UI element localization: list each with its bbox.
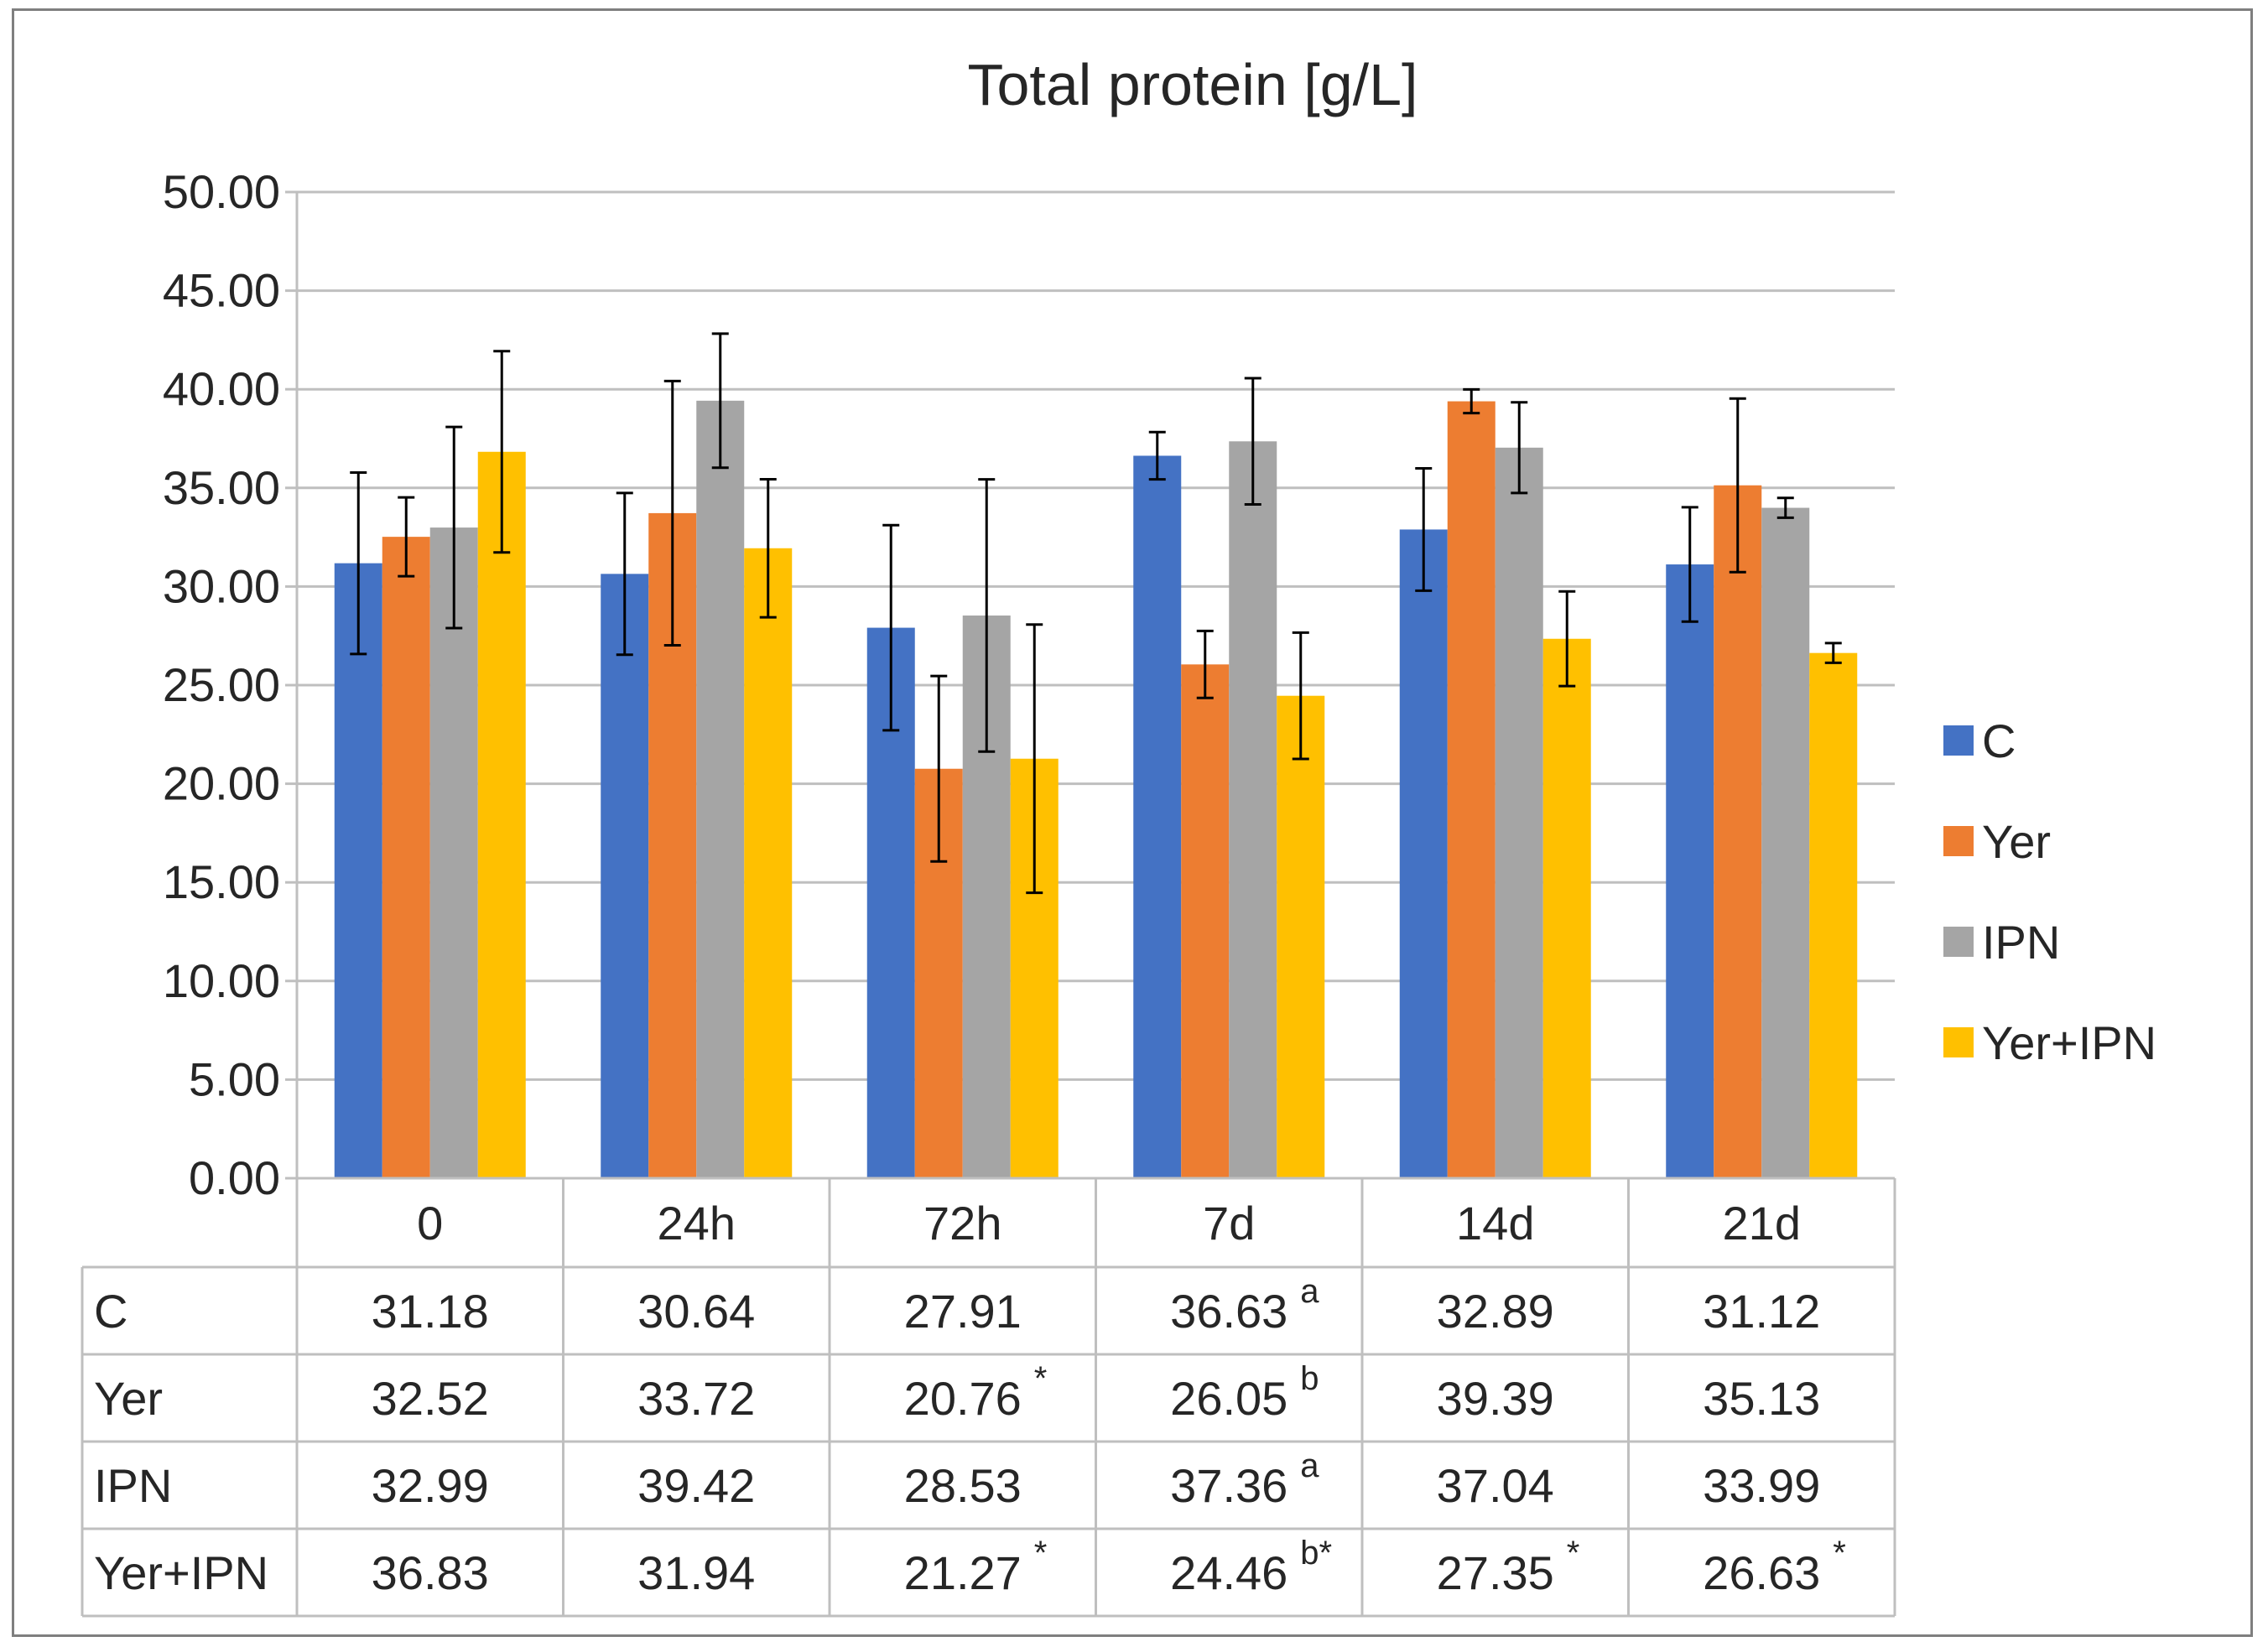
data-label: 32.89 (1437, 1285, 1554, 1338)
data-label: 39.39 (1437, 1372, 1554, 1425)
y-tick-label: 25.00 (163, 658, 280, 711)
data-label: 32.52 (372, 1372, 489, 1425)
legend-swatch-ipn (1943, 927, 1974, 957)
chart-frame: Total protein [g/L] 0.00 5.00 10.00 15.00 20… (12, 8, 2253, 1637)
category-label: 24h (658, 1197, 736, 1250)
category-label: 0 (417, 1197, 443, 1250)
data-label: 31.94 (637, 1546, 755, 1599)
data-label: 33.72 (637, 1372, 755, 1425)
data-label: 27.91 (904, 1285, 1022, 1338)
y-tick-label: 50.00 (163, 165, 280, 218)
bar-c-14d (1399, 529, 1448, 1178)
legend-label: C (1982, 714, 2016, 767)
data-label: 35.13 (1703, 1372, 1820, 1425)
data-label: 39.42 (637, 1459, 755, 1512)
category-label: 72h (923, 1197, 1001, 1250)
data-label: 26.05 (1170, 1372, 1287, 1425)
bar-yer-ipn-24h (744, 548, 793, 1178)
gridlines (285, 190, 1895, 1180)
data-label: 36.83 (372, 1546, 489, 1599)
legend-label: IPN (1982, 916, 2060, 969)
data-table: 0 24h 72h 7d 14d 21d C 31.18 30.64 27.91 36.63 a 32.… (81, 1177, 1896, 1618)
data-label: 31.12 (1703, 1285, 1820, 1338)
category-label: 7d (1203, 1197, 1255, 1250)
bar-ipn-7d (1229, 441, 1277, 1178)
y-tick-label: 35.00 (163, 461, 280, 514)
y-tick-label: 5.00 (189, 1052, 280, 1105)
legend-swatch-yer-ipn (1943, 1027, 1974, 1057)
y-axis-ticks: 0.00 5.00 10.00 15.00 20.00 25.00 30.00 35.00 40… (163, 165, 280, 1204)
significance-note: b (1300, 1360, 1319, 1397)
legend-swatch-c (1943, 725, 1974, 756)
row-label: C (94, 1285, 127, 1338)
bar-yer-ipn-0 (477, 451, 526, 1178)
bar-c-21d (1666, 564, 1714, 1178)
significance-note: * (1833, 1535, 1846, 1572)
bar-ipn-0 (429, 527, 478, 1178)
significance-note: * (1567, 1535, 1580, 1572)
bars (334, 400, 1858, 1178)
bar-c-7d (1133, 455, 1182, 1178)
legend-label: Yer+IPN (1982, 1016, 2156, 1069)
error-bars (350, 332, 1842, 895)
data-label: 20.76 (904, 1372, 1022, 1425)
y-tick-label: 15.00 (163, 855, 280, 908)
data-label: 24.46 (1170, 1546, 1287, 1599)
y-tick-label: 10.00 (163, 954, 280, 1007)
bar-yer-21d (1714, 485, 1762, 1178)
significance-note: a (1300, 1447, 1319, 1484)
significance-note: b* (1300, 1535, 1332, 1572)
bar-yer-0 (382, 537, 430, 1178)
significance-note: a (1300, 1273, 1319, 1310)
data-label: 36.63 (1170, 1285, 1287, 1338)
data-label: 37.04 (1437, 1459, 1554, 1512)
data-label: 28.53 (904, 1459, 1022, 1512)
y-tick-label: 20.00 (163, 757, 280, 810)
bar-yer-7d (1181, 664, 1230, 1178)
bar-yer-ipn-14d (1542, 638, 1591, 1178)
legend-swatch-yer (1943, 826, 1974, 856)
total-protein-chart: Total protein [g/L] 0.00 5.00 10.00 15.00 20… (81, 52, 2156, 1618)
category-label: 21d (1723, 1197, 1801, 1250)
data-label: 30.64 (637, 1285, 755, 1338)
legend: C Yer IPN Yer+IPN (1943, 714, 2156, 1069)
bar-yer-ipn-21d (1809, 652, 1858, 1178)
bar-ipn-14d (1495, 447, 1543, 1178)
bar-yer-14d (1447, 401, 1496, 1178)
bar-yer-ipn-7d (1277, 695, 1325, 1178)
row-label: Yer+IPN (94, 1546, 268, 1599)
data-label: 21.27 (904, 1546, 1022, 1599)
bar-c-24h (601, 574, 649, 1178)
bar-ipn-24h (696, 400, 745, 1178)
significance-note: * (1034, 1360, 1048, 1397)
y-tick-label: 30.00 (163, 559, 280, 612)
row-label: Yer (94, 1372, 163, 1425)
data-label: 37.36 (1170, 1459, 1287, 1512)
row-label: IPN (94, 1459, 172, 1512)
chart-title: Total protein [g/L] (968, 52, 1418, 117)
data-label: 33.99 (1703, 1459, 1820, 1512)
data-label: 31.18 (372, 1285, 489, 1338)
bar-ipn-21d (1761, 507, 1810, 1178)
y-tick-label: 40.00 (163, 362, 280, 415)
y-tick-label: 45.00 (163, 264, 280, 317)
y-tick-label: 0.00 (189, 1151, 280, 1204)
data-label: 27.35 (1437, 1546, 1554, 1599)
significance-note: * (1034, 1535, 1048, 1572)
data-label: 26.63 (1703, 1546, 1820, 1599)
data-label: 32.99 (372, 1459, 489, 1512)
category-label: 14d (1456, 1197, 1534, 1250)
bar-c-0 (334, 563, 382, 1178)
legend-label: Yer (1982, 815, 2051, 868)
